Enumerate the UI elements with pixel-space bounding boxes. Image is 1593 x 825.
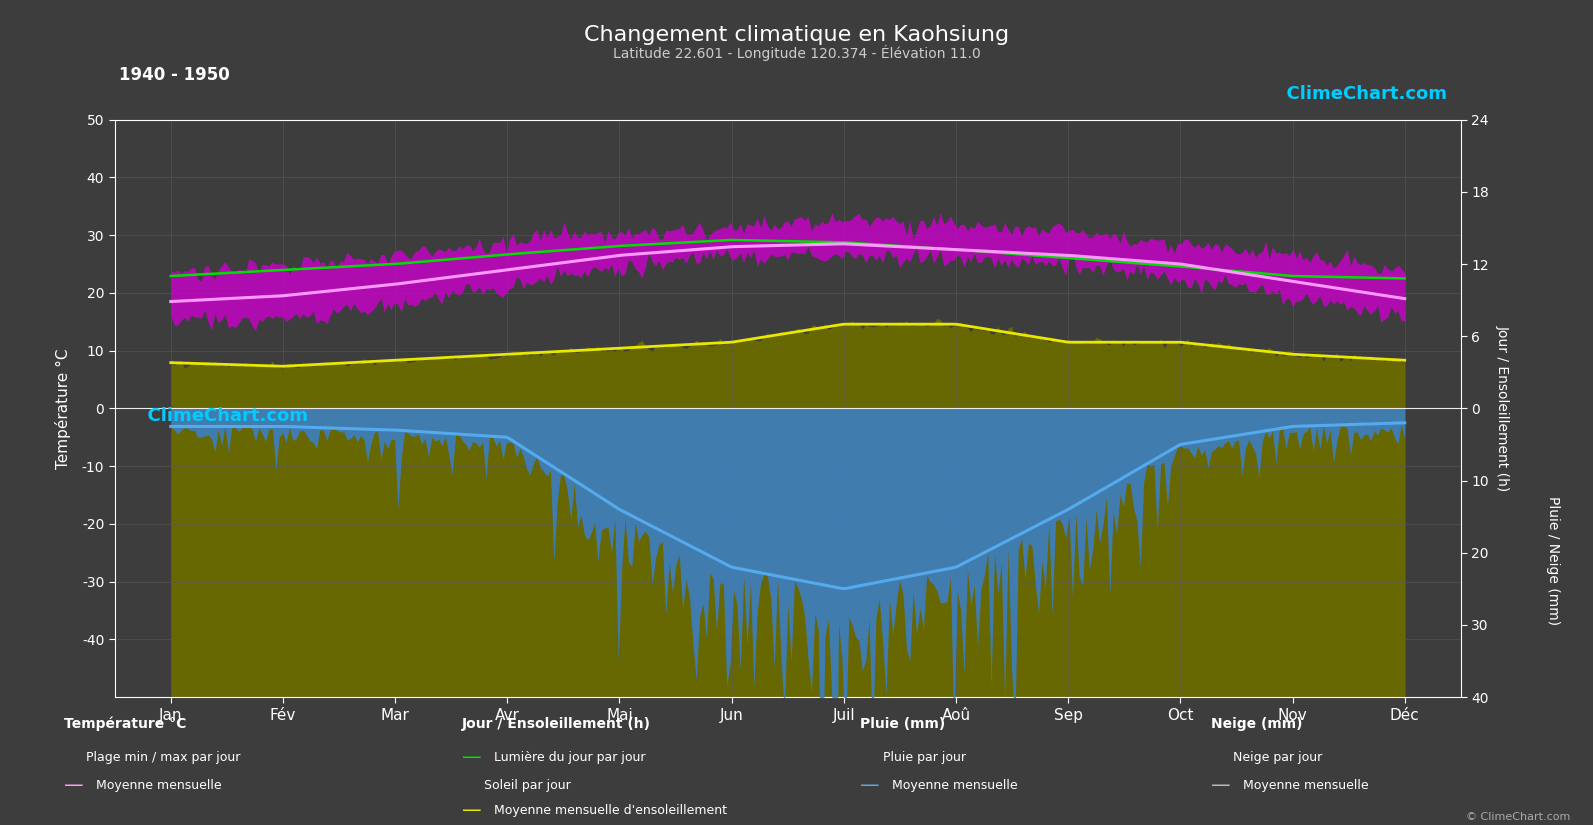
Text: © ClimeChart.com: © ClimeChart.com	[1466, 812, 1571, 822]
Text: 1940 - 1950: 1940 - 1950	[119, 66, 231, 84]
Text: Jour / Ensoleillement (h): Jour / Ensoleillement (h)	[462, 717, 652, 731]
Text: —: —	[64, 776, 83, 795]
Text: Moyenne mensuelle: Moyenne mensuelle	[1243, 779, 1368, 792]
Y-axis label: Température °C: Température °C	[54, 348, 70, 469]
Text: Pluie par jour: Pluie par jour	[883, 751, 965, 764]
Text: ClimeChart.com: ClimeChart.com	[135, 407, 309, 425]
Text: Lumière du jour par jour: Lumière du jour par jour	[494, 751, 645, 764]
Text: —: —	[462, 800, 481, 820]
Y-axis label: Jour / Ensoleillement (h): Jour / Ensoleillement (h)	[1496, 325, 1510, 492]
Text: Soleil par jour: Soleil par jour	[484, 779, 570, 792]
Text: Température °C: Température °C	[64, 716, 186, 731]
Text: —: —	[860, 776, 879, 795]
Text: —: —	[1211, 776, 1230, 795]
Text: —: —	[462, 747, 481, 767]
Text: Moyenne mensuelle: Moyenne mensuelle	[892, 779, 1018, 792]
Text: Plage min / max par jour: Plage min / max par jour	[86, 751, 241, 764]
Text: Moyenne mensuelle d'ensoleillement: Moyenne mensuelle d'ensoleillement	[494, 804, 726, 817]
Text: Moyenne mensuelle: Moyenne mensuelle	[96, 779, 221, 792]
Text: ClimeChart.com: ClimeChart.com	[1274, 85, 1448, 103]
Text: Neige (mm): Neige (mm)	[1211, 717, 1301, 731]
Text: Neige par jour: Neige par jour	[1233, 751, 1322, 764]
Text: Latitude 22.601 - Longitude 120.374 - Élévation 11.0: Latitude 22.601 - Longitude 120.374 - Él…	[613, 45, 980, 61]
Text: Pluie / Neige (mm): Pluie / Neige (mm)	[1547, 497, 1560, 625]
Text: Pluie (mm): Pluie (mm)	[860, 717, 946, 731]
Text: Changement climatique en Kaohsiung: Changement climatique en Kaohsiung	[585, 25, 1008, 45]
